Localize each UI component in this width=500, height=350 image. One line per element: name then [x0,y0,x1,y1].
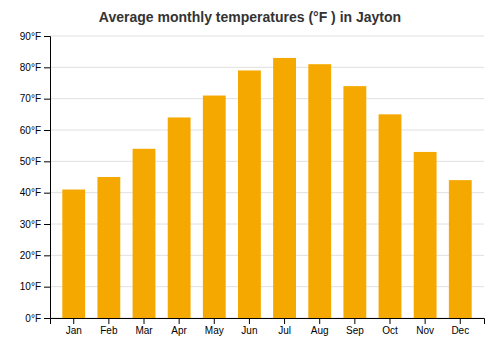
x-tick: Aug [311,318,329,336]
x-tick-mark [214,318,215,324]
y-tick-label: 80°F [20,62,41,73]
x-tick-label: Sep [346,325,364,336]
x-tick-label: Mar [135,325,153,336]
x-tick-label: Jul [278,325,291,336]
y-tick: 0°F [25,313,50,324]
x-tick: Sep [346,318,364,336]
y-tick-mark [44,161,50,162]
y-tick-label: 40°F [20,187,41,198]
x-axis: Jan Feb Mar Apr May Jun Jul Aug Sep Oct Nov Dec [51,318,485,336]
x-tick-label: Jan [66,325,82,336]
x-tick: Mar [135,318,153,336]
x-tick: Jun [241,318,257,336]
grid-line [50,36,484,37]
y-tick-label: 50°F [20,156,41,167]
y-tick: 40°F [20,187,50,198]
bar [62,190,85,318]
y-tick-label: 60°F [20,125,41,136]
x-tick-label: Apr [171,325,187,336]
y-tick: 90°F [20,31,50,42]
y-tick: 20°F [20,250,50,261]
x-tick: May [205,318,224,336]
x-tick-label: Nov [416,325,434,336]
y-tick: 50°F [20,156,50,167]
y-tick-label: 20°F [20,250,41,261]
bar [308,64,331,318]
y-tick-mark [44,318,50,319]
y-tick-label: 10°F [20,281,41,292]
y-tick-mark [44,224,50,225]
x-tick: Jul [278,318,291,336]
y-tick-label: 70°F [20,93,41,104]
x-tick-mark [425,318,426,324]
chart-svg: 0°F 10°F 20°F 30°F 40°F 50°F 60°F 70°F 80°F 90°F J… [0,0,500,350]
x-tick-mark [389,318,390,324]
x-tick-mark [179,318,180,324]
bar [168,117,191,318]
x-tick-mark [284,318,285,324]
x-tick: Feb [100,318,118,336]
grid-line [50,98,484,99]
bar [449,180,472,318]
x-tick-mark [249,318,250,324]
x-tick-label: Aug [311,325,329,336]
y-tick: 60°F [20,125,50,136]
bar [133,149,156,318]
x-tick-label: Dec [451,325,469,336]
y-tick-mark [44,130,50,131]
y-tick-mark [44,99,50,100]
plot-area: 0°F 10°F 20°F 30°F 40°F 50°F 60°F 70°F 80°F 90°F J… [20,31,485,336]
y-tick-mark [44,255,50,256]
y-tick-mark [44,67,50,68]
y-tick: 30°F [20,219,50,230]
x-tick-mark [354,318,355,324]
x-tick-mark [460,318,461,324]
x-tick-label: May [205,325,224,336]
bar [97,177,120,318]
y-tick-label: 30°F [20,219,41,230]
grid-line [50,67,484,68]
y-tick: 70°F [20,93,50,104]
y-tick-label: 90°F [20,31,41,42]
grid-line [50,130,484,131]
bar [414,152,437,318]
y-tick-mark [44,287,50,288]
y-tick-mark [44,193,50,194]
x-tick-mark [144,318,145,324]
bar [343,86,366,318]
x-tick: Nov [416,318,434,336]
bar [238,70,261,318]
y-tick-mark [44,36,50,37]
bar [203,96,226,318]
x-tick: Apr [171,318,187,336]
x-tick-mark [73,318,74,324]
y-axis: 0°F 10°F 20°F 30°F 40°F 50°F 60°F 70°F 80°F 90°F [20,31,51,324]
y-tick: 10°F [20,281,50,292]
y-axis-line [44,37,51,319]
bar [379,114,402,318]
bar [273,58,296,318]
x-tick-label: Feb [100,325,118,336]
x-tick: Oct [382,318,398,336]
x-axis-line [51,319,485,325]
x-tick-mark [108,318,109,324]
x-tick-label: Jun [241,325,257,336]
bars [62,58,471,318]
y-tick-label: 0°F [25,313,41,324]
grid [50,36,484,318]
title: Average monthly temperatures (°F ) in Ja… [99,9,401,25]
x-tick: Jan [66,318,82,336]
x-tick-mark [319,318,320,324]
x-tick: Dec [451,318,469,336]
x-tick-label: Oct [382,325,398,336]
y-tick: 80°F [20,62,50,73]
chart-container: 0°F 10°F 20°F 30°F 40°F 50°F 60°F 70°F 80°F 90°F J… [0,0,500,350]
